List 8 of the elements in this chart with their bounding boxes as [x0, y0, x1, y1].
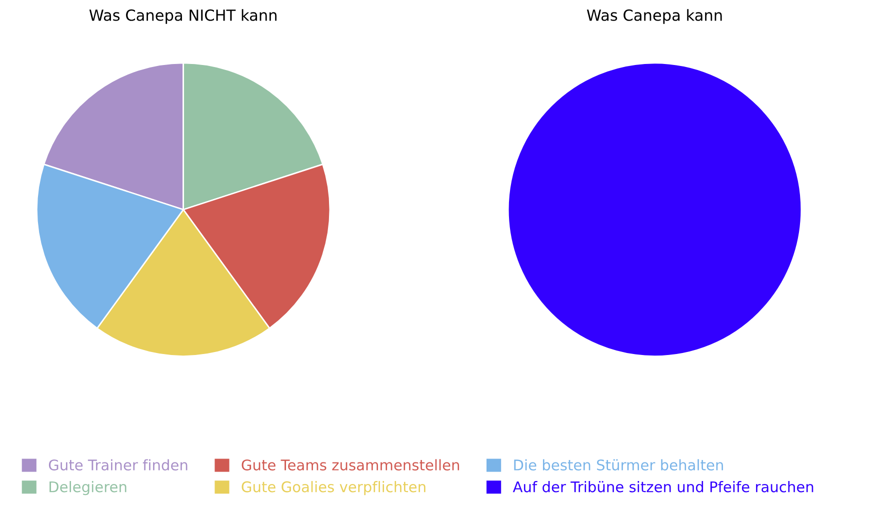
legend-label: Gute Trainer finden [48, 459, 188, 470]
chart-title: Was Canepa NICHT kann [89, 9, 276, 24]
legend-label: Gute Teams zusammenstellen [242, 459, 460, 470]
legend-label: Auf der Tribüne sitzen und Pfeife rauchen [512, 481, 814, 492]
chart-title: Was Canepa kann [586, 9, 722, 24]
legend-label: Delegieren [50, 481, 126, 496]
legend-label: Die besten Stürmer behalten [514, 459, 723, 470]
legend-label: Gute Goalies verpflichten [242, 481, 426, 496]
